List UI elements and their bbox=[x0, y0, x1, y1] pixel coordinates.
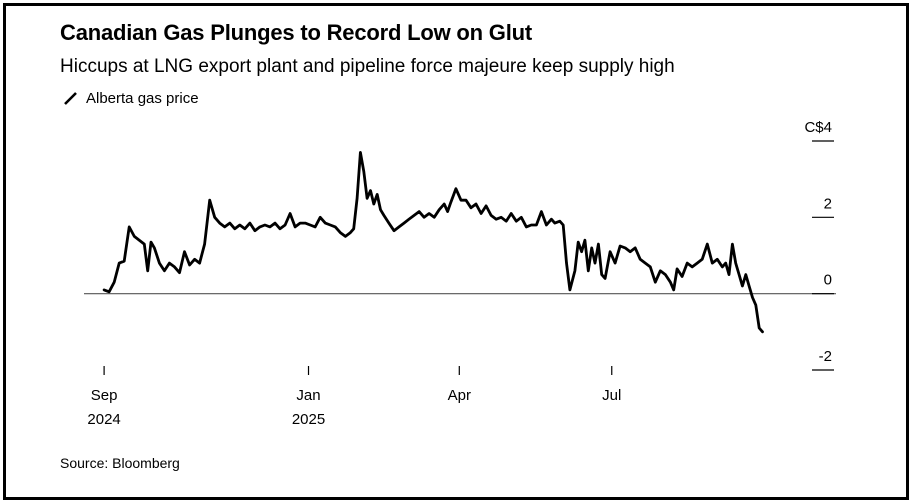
x-tick-year-label: 2025 bbox=[292, 411, 325, 428]
chart-subtitle: Hiccups at LNG export plant and pipeline… bbox=[60, 56, 675, 77]
y-tick-label: -2 bbox=[819, 348, 832, 365]
y-tick-label: 0 bbox=[824, 272, 832, 289]
y-tick-label: C$4 bbox=[804, 119, 832, 136]
x-tick-label: Jul bbox=[602, 387, 621, 404]
x-tick-year-label: 2024 bbox=[87, 411, 120, 428]
legend-label: Alberta gas price bbox=[86, 89, 199, 107]
chart-title: Canadian Gas Plunges to Record Low on Gl… bbox=[60, 20, 532, 45]
legend-line-swatch-icon bbox=[64, 92, 77, 105]
x-tick-label: Jan bbox=[296, 387, 320, 404]
x-tick-label: Sep bbox=[91, 387, 118, 404]
x-tick-label: Apr bbox=[448, 387, 471, 404]
chart-frame bbox=[3, 3, 909, 500]
y-tick-label: 2 bbox=[824, 195, 832, 212]
series-line-0 bbox=[102, 151, 764, 334]
legend: Alberta gas price bbox=[62, 89, 199, 107]
source-note: Source: Bloomberg bbox=[60, 455, 180, 471]
